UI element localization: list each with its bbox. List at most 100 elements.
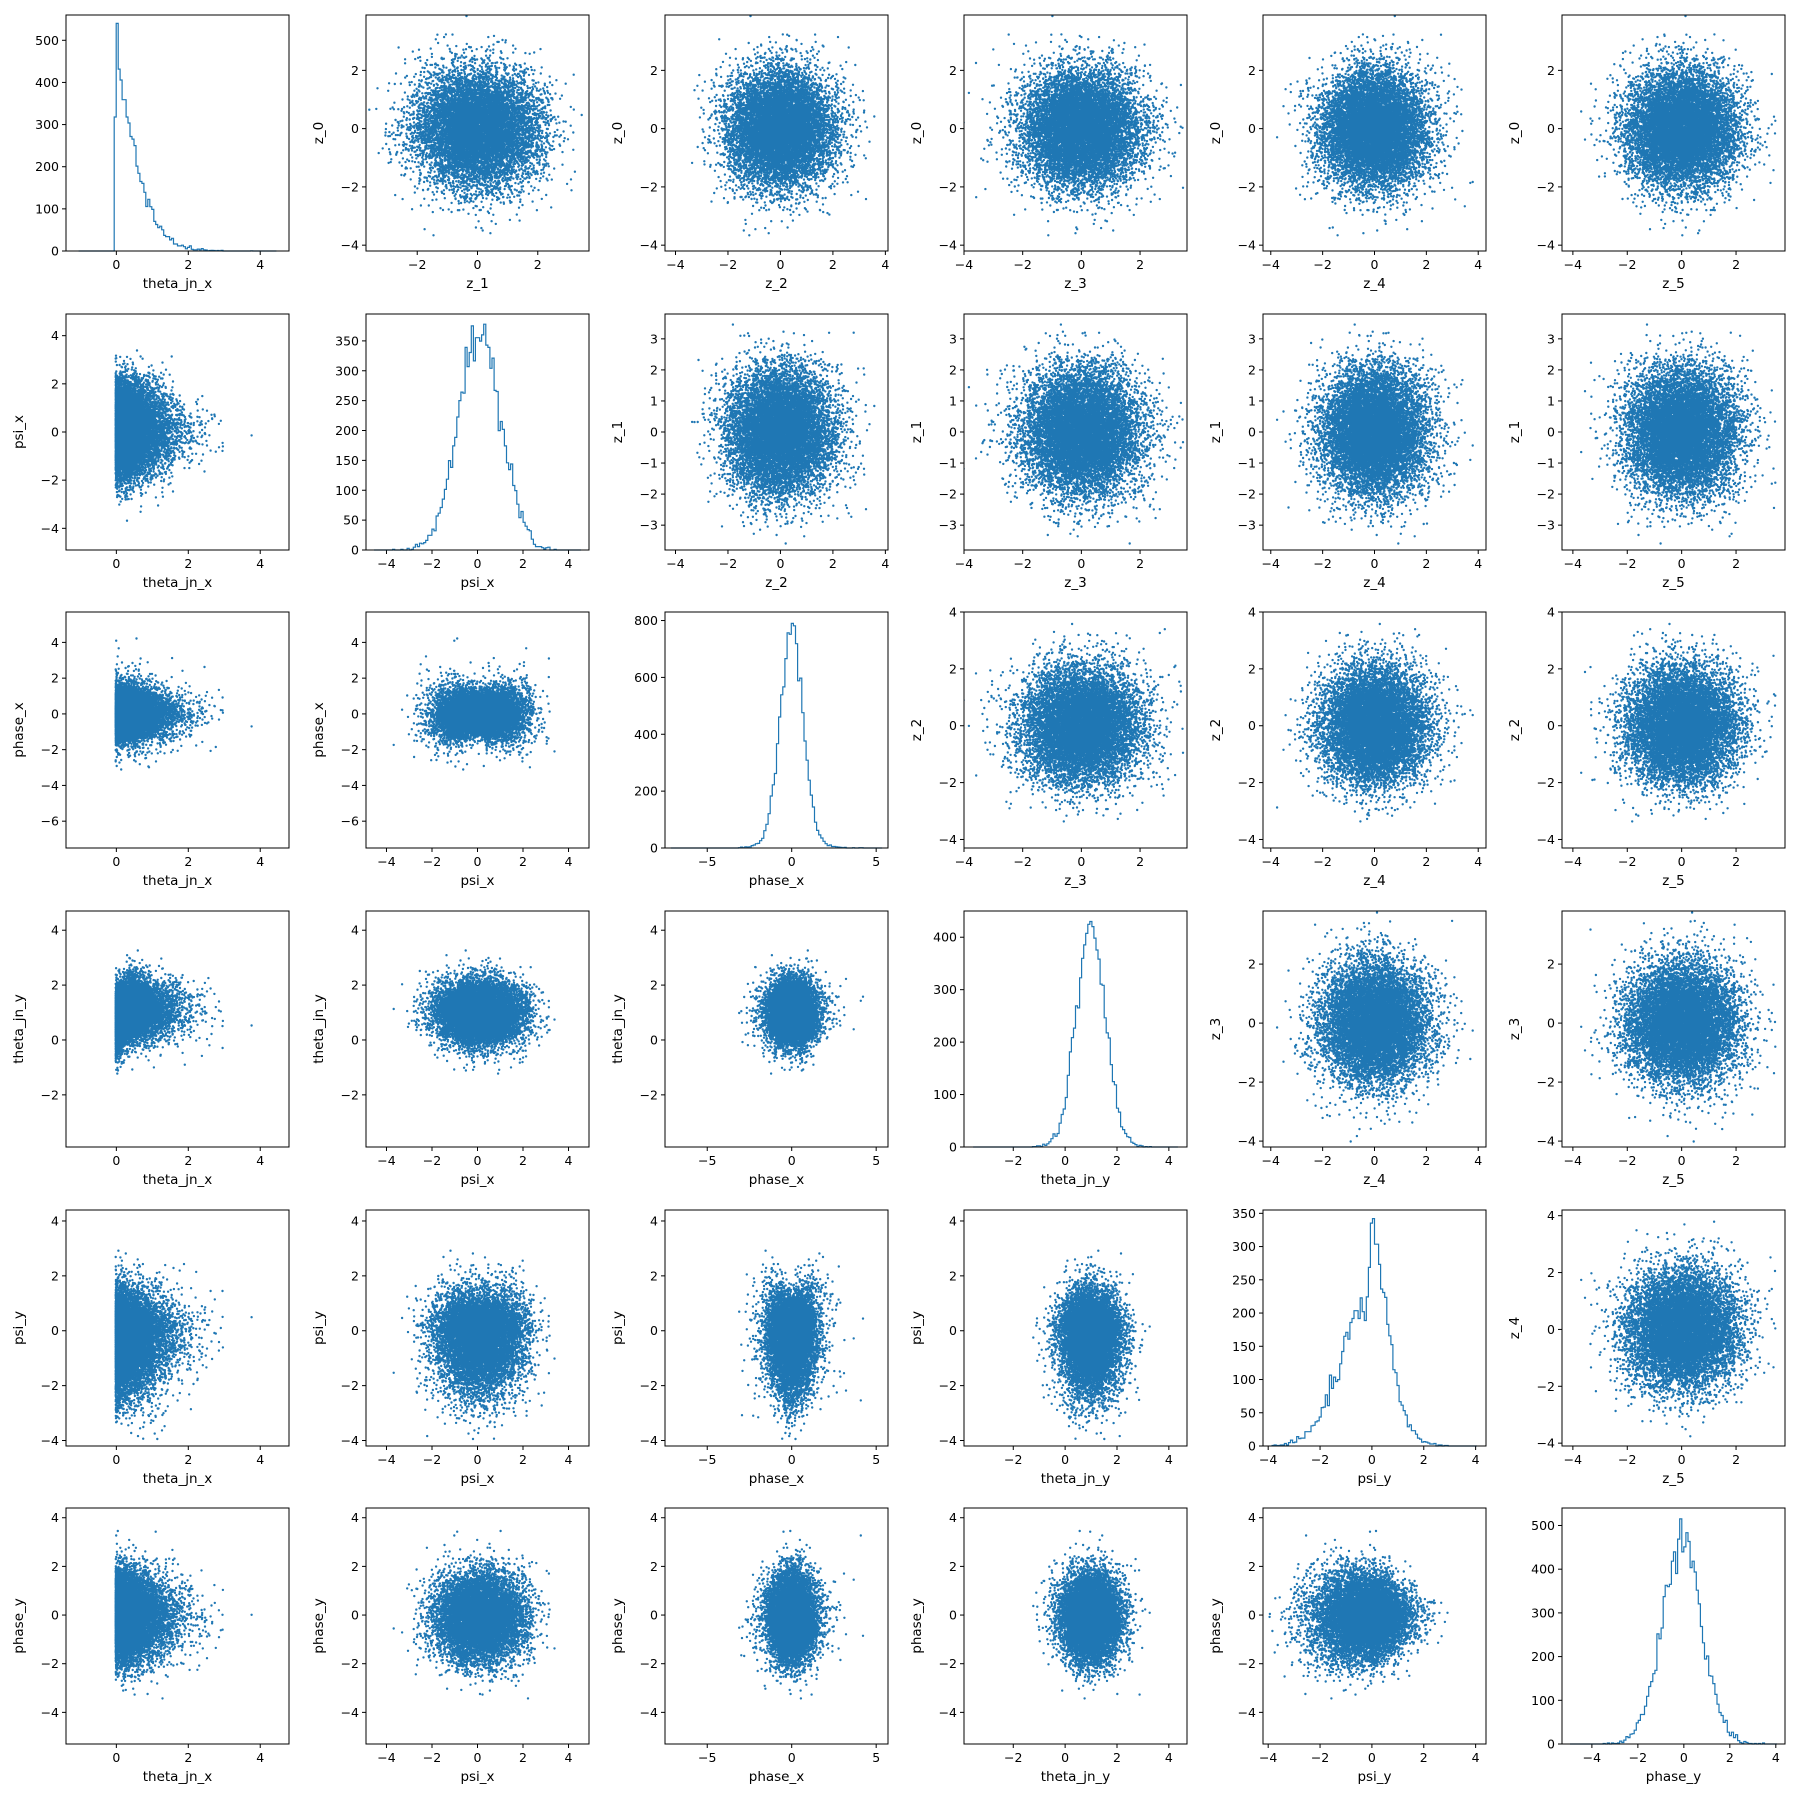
y-tick-label: 200 — [933, 1035, 957, 1050]
x-tick-label: −5 — [698, 854, 716, 869]
y-axis-label: theta_jn_y — [11, 994, 27, 1064]
x-tick-label: 0 — [776, 257, 784, 272]
y-axis-label: z_2 — [1208, 719, 1224, 741]
y-axis-label: phase_y — [909, 1598, 925, 1653]
x-axis-label: z_3 — [1064, 575, 1086, 591]
x-tick-label: 2 — [184, 1153, 192, 1168]
y-tick-label: −2 — [1537, 1379, 1555, 1394]
y-tick-label: 2 — [51, 1268, 59, 1283]
y-tick-label: −4 — [939, 238, 957, 253]
x-tick-label: −4 — [666, 257, 684, 272]
x-tick-label: 4 — [1165, 1452, 1173, 1467]
x-tick-label: −4 — [955, 257, 973, 272]
y-tick-label: 1 — [949, 393, 957, 408]
scatter-points — [1581, 16, 1775, 235]
axes-frame — [66, 15, 289, 251]
scatter-points — [739, 1531, 863, 1698]
x-tick-label: −2 — [1313, 556, 1331, 571]
scatter-points — [1581, 325, 1775, 544]
y-tick-label: 2 — [949, 63, 957, 78]
y-axis-label: z_1 — [909, 421, 925, 443]
y-tick-label: −4 — [41, 1433, 59, 1448]
y-tick-label: 100 — [933, 1087, 957, 1102]
y-tick-label: 2 — [1547, 957, 1555, 972]
x-axis-label: phase_x — [749, 1769, 804, 1785]
x-tick-label: 0 — [112, 1750, 120, 1765]
axes-frame — [1263, 1210, 1486, 1446]
y-axis-label: psi_y — [909, 1311, 925, 1345]
y-tick-label: −4 — [640, 238, 658, 253]
x-tick-label: 2 — [1113, 1750, 1121, 1765]
x-axis-label: z_1 — [466, 276, 488, 292]
y-tick-label: 4 — [650, 1213, 658, 1228]
y-axis-label: phase_y — [311, 1598, 327, 1653]
scatter-points — [116, 1531, 252, 1698]
y-tick-label: −2 — [939, 179, 957, 194]
y-tick-label: −2 — [1537, 775, 1555, 790]
x-tick-label: −4 — [1262, 556, 1280, 571]
y-tick-label: −4 — [640, 1705, 658, 1720]
x-tick-label: 2 — [1422, 854, 1430, 869]
y-tick-label: 0 — [351, 706, 359, 721]
y-tick-label: 4 — [351, 923, 359, 938]
scatter-points — [1581, 1222, 1775, 1437]
x-axis-label: z_5 — [1662, 575, 1684, 591]
y-tick-label: −1 — [640, 456, 658, 471]
x-tick-label: 2 — [1113, 1452, 1121, 1467]
x-axis-label: theta_jn_x — [143, 873, 213, 889]
y-tick-label: −4 — [341, 1433, 359, 1448]
x-tick-label: −4 — [666, 556, 684, 571]
y-axis-label: phase_y — [610, 1598, 626, 1653]
y-tick-label: 4 — [351, 1213, 359, 1228]
x-tick-label: 4 — [1472, 1750, 1480, 1765]
scatter-points — [964, 624, 1183, 821]
y-tick-label: 0 — [1248, 425, 1256, 440]
y-tick-label: 100 — [335, 483, 359, 498]
x-tick-label: 4 — [256, 854, 264, 869]
y-tick-label: 0 — [51, 1323, 59, 1338]
y-tick-label: 500 — [35, 33, 59, 48]
x-axis-label: phase_x — [749, 1172, 804, 1188]
y-tick-label: −1 — [1537, 456, 1555, 471]
y-tick-label: 0 — [1547, 425, 1555, 440]
x-tick-label: −4 — [1259, 1750, 1277, 1765]
axes-frame — [66, 1210, 289, 1446]
x-tick-label: −2 — [1618, 854, 1636, 869]
x-tick-label: 0 — [112, 257, 120, 272]
x-axis-label: psi_x — [460, 1769, 494, 1785]
x-tick-label: −2 — [423, 1153, 441, 1168]
y-tick-label: 0 — [1547, 718, 1555, 733]
x-tick-label: 5 — [872, 1153, 880, 1168]
y-tick-label: 2 — [949, 661, 957, 676]
y-tick-label: 2 — [351, 978, 359, 993]
y-tick-label: 0 — [1248, 1608, 1256, 1623]
y-tick-label: −2 — [939, 1656, 957, 1671]
x-tick-label: −2 — [423, 1452, 441, 1467]
x-tick-label: −2 — [1013, 257, 1031, 272]
x-tick-label: −2 — [1013, 556, 1031, 571]
x-tick-label: 2 — [1422, 556, 1430, 571]
y-tick-label: 3 — [1547, 331, 1555, 346]
y-tick-label: −4 — [1537, 238, 1555, 253]
x-tick-label: 2 — [1726, 1750, 1734, 1765]
x-tick-label: 2 — [519, 556, 527, 571]
y-tick-label: 0 — [650, 841, 658, 856]
y-tick-label: −2 — [939, 1378, 957, 1393]
axes-frame — [665, 612, 888, 848]
y-tick-label: −2 — [640, 487, 658, 502]
y-axis-label: z_1 — [610, 421, 626, 443]
y-tick-label: 100 — [1232, 1372, 1256, 1387]
y-tick-label: 2 — [949, 1559, 957, 1574]
x-tick-label: 4 — [565, 556, 573, 571]
y-tick-label: −6 — [41, 814, 59, 829]
y-tick-label: 50 — [343, 513, 359, 528]
x-tick-label: −2 — [1004, 1452, 1022, 1467]
y-tick-label: 0 — [351, 1032, 359, 1047]
y-tick-label: −2 — [41, 1378, 59, 1393]
x-tick-label: 0 — [1678, 1452, 1686, 1467]
